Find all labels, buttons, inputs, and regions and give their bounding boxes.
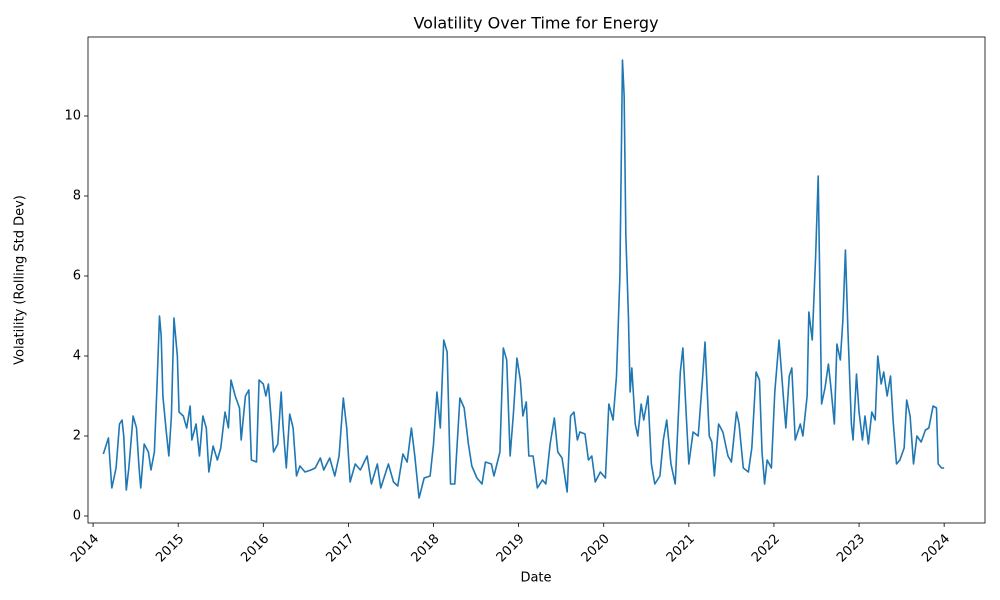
x-tick-label: 2022 (749, 531, 783, 565)
y-tick-label: 10 (64, 109, 81, 124)
y-tick-label: 6 (73, 269, 81, 284)
x-tick-label: 2017 (323, 531, 357, 565)
chart-title: Volatility Over Time for Energy (413, 14, 658, 33)
x-tick-label: 2016 (238, 531, 272, 565)
x-tick-label: 2023 (834, 531, 868, 565)
x-tick-label: 2019 (494, 531, 528, 565)
line (102, 59, 945, 499)
y-tick-label: 2 (73, 429, 81, 444)
y-tick-label: 0 (73, 509, 81, 524)
x-axis-label: Date (520, 571, 551, 586)
x-tick-label: 2014 (68, 531, 102, 565)
y-tick-label: 8 (73, 189, 81, 204)
x-tick-label: 2024 (919, 531, 953, 565)
x-tick-label: 2020 (579, 531, 613, 565)
y-tick-label: 4 (73, 349, 81, 364)
x-tick-label: 2015 (153, 531, 187, 565)
x-tick-label: 2021 (664, 531, 698, 565)
plot-frame (87, 36, 986, 524)
y-axis-label: Volatility (Rolling Std Dev) (13, 195, 28, 365)
x-tick-label: 2018 (409, 531, 443, 565)
